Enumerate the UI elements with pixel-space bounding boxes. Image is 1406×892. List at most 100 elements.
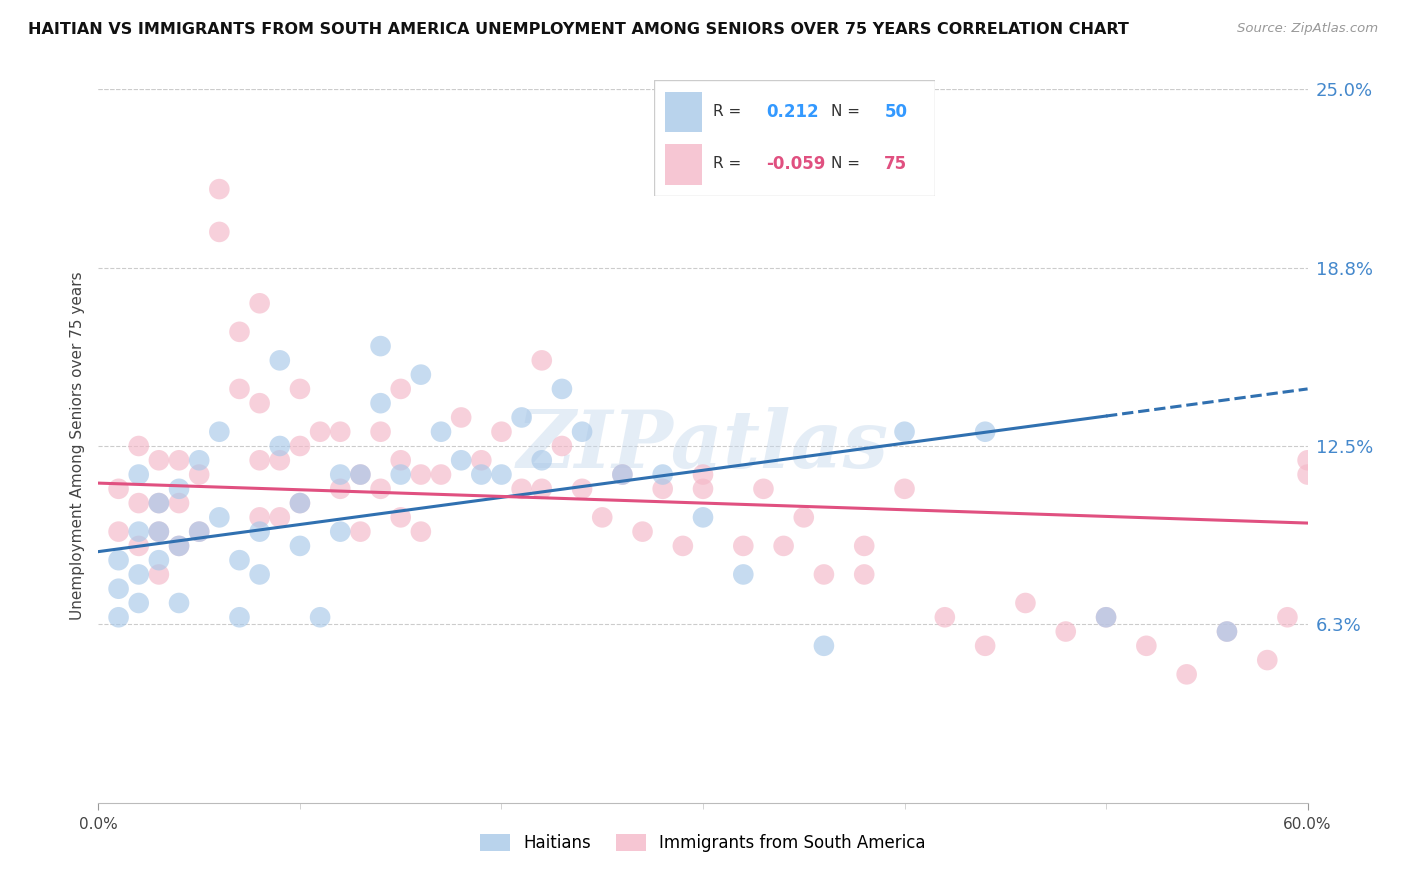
Point	[389, 510, 412, 524]
Point	[733, 539, 755, 553]
Point	[167, 596, 190, 610]
Point	[249, 510, 271, 524]
Point	[571, 425, 593, 439]
Point	[228, 325, 250, 339]
Point	[167, 482, 190, 496]
Point	[752, 482, 775, 496]
Point	[1256, 653, 1278, 667]
Point	[893, 425, 915, 439]
Point	[1095, 610, 1118, 624]
Point	[148, 553, 170, 567]
Point	[651, 467, 673, 482]
Point	[107, 610, 129, 624]
Point	[188, 453, 211, 467]
Text: -0.059: -0.059	[766, 155, 825, 173]
Point	[389, 453, 412, 467]
Point	[1296, 467, 1319, 482]
Point	[249, 396, 271, 410]
Point	[208, 510, 231, 524]
Point	[370, 425, 392, 439]
Point	[249, 524, 271, 539]
Point	[107, 582, 129, 596]
Point	[167, 496, 190, 510]
Point	[571, 482, 593, 496]
Point	[107, 524, 129, 539]
Point	[1277, 610, 1299, 624]
Point	[733, 567, 755, 582]
Text: 50: 50	[884, 103, 907, 120]
Point	[167, 539, 190, 553]
Point	[793, 510, 815, 524]
Point	[853, 539, 876, 553]
Point	[128, 467, 150, 482]
Text: 0.212: 0.212	[766, 103, 818, 120]
Point	[148, 567, 170, 582]
Point	[128, 496, 150, 510]
Point	[269, 353, 291, 368]
Point	[934, 610, 956, 624]
Point	[208, 425, 231, 439]
Point	[148, 496, 170, 510]
Point	[128, 439, 150, 453]
Point	[1135, 639, 1157, 653]
Point	[128, 567, 150, 582]
Point	[491, 467, 513, 482]
Point	[128, 524, 150, 539]
Point	[813, 639, 835, 653]
Point	[329, 524, 352, 539]
Point	[128, 539, 150, 553]
Point	[692, 510, 714, 524]
Legend: Haitians, Immigrants from South America: Haitians, Immigrants from South America	[474, 827, 932, 859]
Point	[1014, 596, 1036, 610]
Text: N =: N =	[831, 156, 860, 171]
Point	[651, 482, 673, 496]
Point	[409, 368, 432, 382]
Text: Source: ZipAtlas.com: Source: ZipAtlas.com	[1237, 22, 1378, 36]
Text: HAITIAN VS IMMIGRANTS FROM SOUTH AMERICA UNEMPLOYMENT AMONG SENIORS OVER 75 YEAR: HAITIAN VS IMMIGRANTS FROM SOUTH AMERICA…	[28, 22, 1129, 37]
Point	[269, 439, 291, 453]
Point	[430, 467, 453, 482]
Text: R =: R =	[713, 156, 741, 171]
Bar	[665, 144, 702, 185]
Point	[450, 453, 472, 467]
Point	[551, 382, 574, 396]
Point	[228, 610, 250, 624]
Point	[288, 539, 311, 553]
Point	[167, 453, 190, 467]
Text: N =: N =	[831, 104, 860, 120]
Point	[208, 182, 231, 196]
Point	[228, 553, 250, 567]
Point	[148, 496, 170, 510]
Point	[692, 482, 714, 496]
Point	[370, 482, 392, 496]
FancyBboxPatch shape	[654, 80, 935, 196]
Point	[148, 453, 170, 467]
Point	[167, 539, 190, 553]
Point	[470, 453, 492, 467]
Point	[612, 467, 634, 482]
Point	[249, 567, 271, 582]
Point	[430, 425, 453, 439]
Point	[269, 510, 291, 524]
Point	[631, 524, 654, 539]
Point	[269, 453, 291, 467]
Point	[692, 467, 714, 482]
Point	[772, 539, 794, 553]
Point	[591, 510, 613, 524]
Point	[974, 425, 997, 439]
Point	[288, 496, 311, 510]
Point	[208, 225, 231, 239]
Point	[409, 524, 432, 539]
Point	[188, 467, 211, 482]
Point	[148, 524, 170, 539]
Text: ZIPatlas: ZIPatlas	[517, 408, 889, 484]
Point	[1216, 624, 1239, 639]
Point	[370, 396, 392, 410]
Point	[128, 596, 150, 610]
Point	[389, 382, 412, 396]
Point	[1095, 610, 1118, 624]
Point	[1175, 667, 1198, 681]
Text: 75: 75	[884, 155, 907, 173]
Point	[107, 553, 129, 567]
Point	[288, 439, 311, 453]
